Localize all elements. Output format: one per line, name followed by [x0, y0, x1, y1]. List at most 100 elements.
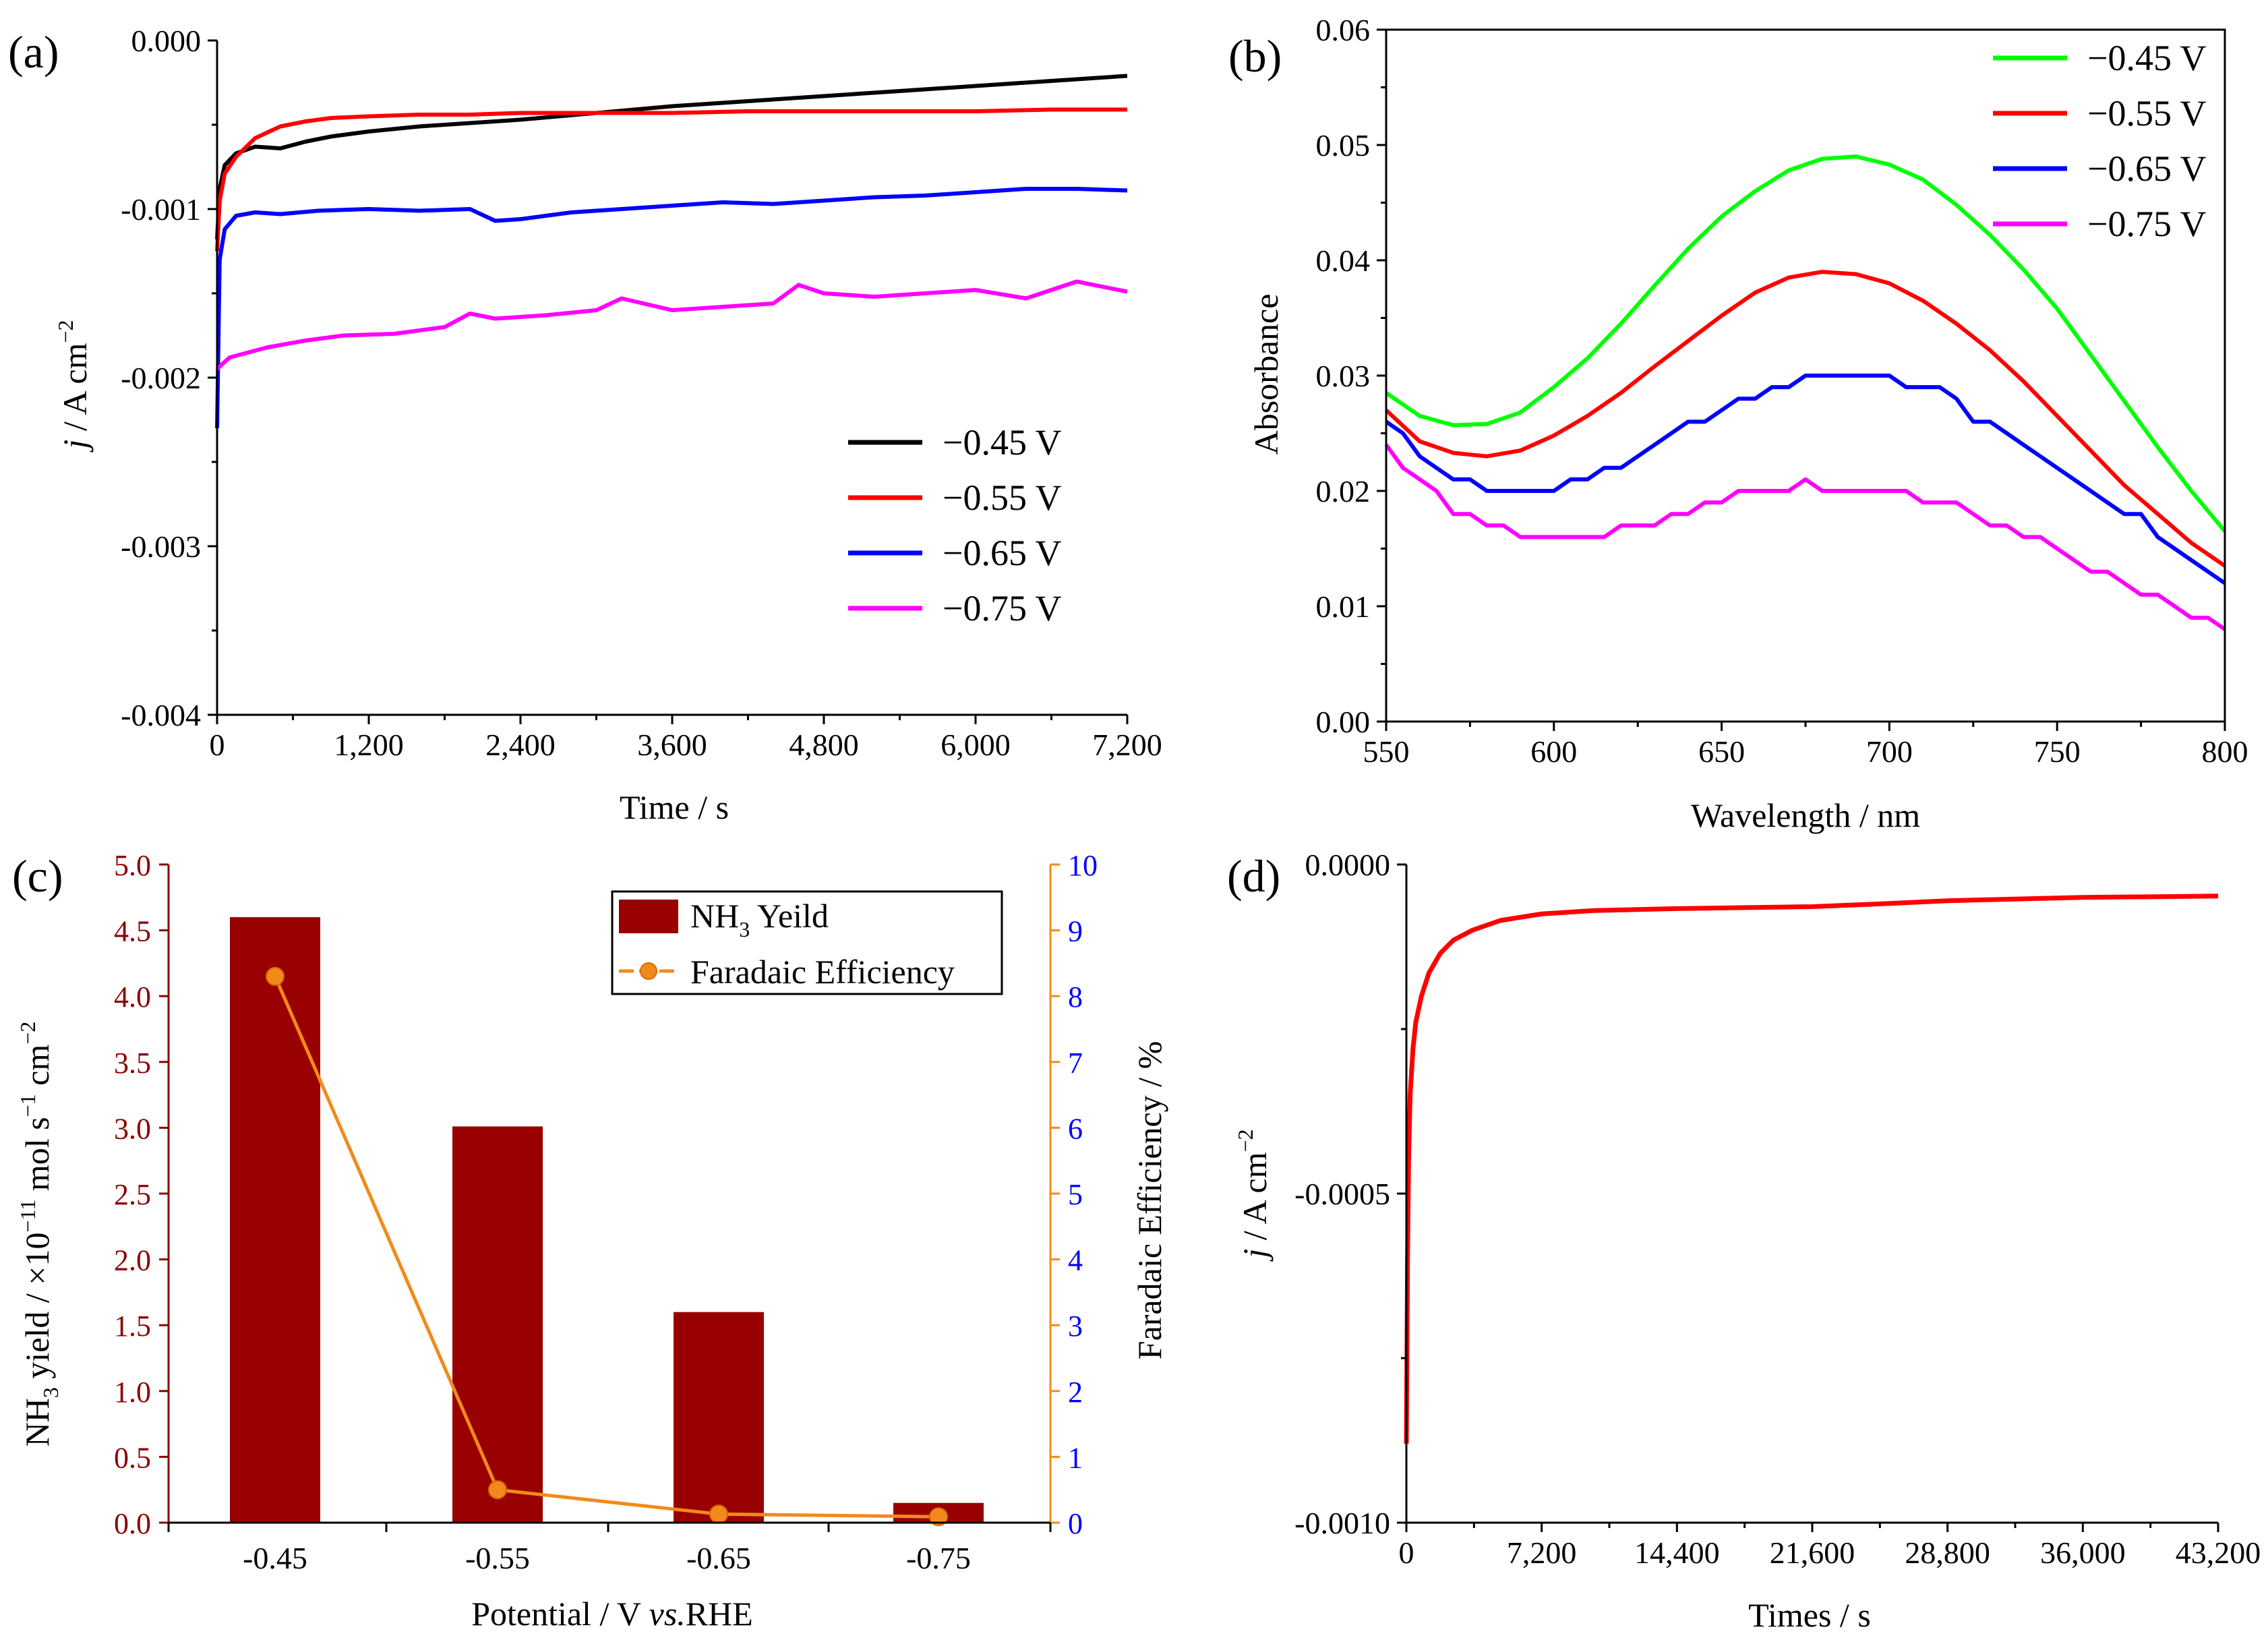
panel-c-right-tick-label: 2 — [1068, 1376, 1083, 1409]
panel-a-x-tick-label: 0 — [210, 728, 225, 762]
panel-d-series-line-current-density — [1404, 894, 2219, 1444]
panel-a: (a) 0 1,200 2,400 3,600 4,800 6,000 7,200 0.000… — [8, 24, 1162, 826]
panel-a-x-tick-label: 2,400 — [485, 728, 556, 762]
legend-marker-faradaic-efficiency — [640, 962, 657, 980]
panel-a-plot-area — [215, 74, 1128, 429]
panel-a-legend: −0.45 V −0.55 V −0.65 V −0.75 V — [848, 422, 1061, 628]
panel-a-label: (a) — [8, 26, 59, 78]
panel-a-legend-label-0-55-v: −0.55 V — [943, 477, 1061, 518]
panel-d-x-tick-label: 28,800 — [1905, 1535, 1990, 1570]
panel-c-right-tick-label: 1 — [1068, 1441, 1083, 1474]
panel-d-x-tick-label: 21,600 — [1770, 1535, 1855, 1570]
panel-d-y-axis-title: j / A cm−2 — [1233, 1129, 1274, 1262]
panel-c-right-tick-label: 7 — [1068, 1047, 1083, 1080]
legend-label-nh3-yield: NH3 Yeild — [690, 897, 829, 941]
panel-c-left-tick-label: 0.0 — [114, 1507, 151, 1540]
panel-a-x-tick-label: 1,200 — [334, 728, 404, 762]
panel-b-series-line-0-55-v — [1384, 270, 2226, 568]
panel-c: (c) 0.0 0.5 1.0 1.5 2.0 2.5 3.0 3.5 4.0 4.5 5.0 0 1 2… — [12, 849, 1168, 1633]
panel-b-x-tick-label: 800 — [2202, 734, 2248, 769]
panel-c-left-tick-label: 2.5 — [114, 1178, 151, 1211]
panel-c-right-tick-label: 3 — [1068, 1310, 1083, 1343]
panel-a-y-tick-label: -0.002 — [121, 361, 201, 395]
panel-d-x-axis-title: Times / s — [1748, 1596, 1871, 1634]
panel-b-axes: 550 600 650 700 750 800 0.00 0.01 0.02 0.03 0.04 0.… — [1316, 13, 2248, 769]
panel-b-y-tick-label: 0.04 — [1316, 243, 1371, 278]
panel-c-x-tick-label: -0.55 — [465, 1541, 530, 1575]
panel-a-x-tick-label: 3,600 — [637, 728, 707, 762]
panel-b-legend-label-0-65-v: −0.65 V — [2087, 148, 2206, 189]
panel-b-y-tick-label: 0.03 — [1316, 359, 1371, 393]
panel-b-legend: −0.45 V −0.55 V −0.65 V −0.75 V — [1993, 38, 2206, 244]
panel-c-left-tick-label: 2.0 — [114, 1244, 151, 1277]
panel-d-x-tick-label: 43,200 — [2176, 1535, 2261, 1570]
panel-a-series-line-0-45-v — [215, 74, 1128, 240]
panel-b-y-tick-label: 0.02 — [1316, 474, 1371, 508]
panel-a-x-tick-label: 6,000 — [941, 728, 1011, 762]
panel-c-right-tick-label: 10 — [1068, 849, 1098, 882]
panel-c-left-y-axis-title: NH3 yield / ×10−11 mol s−1 cm−2 — [16, 1022, 63, 1447]
panel-c-left-tick-label: 3.5 — [114, 1047, 151, 1080]
panel-b-legend-label-0-55-v: −0.55 V — [2087, 93, 2206, 134]
faradaic-efficiency-point-0-55 — [488, 1480, 507, 1500]
panel-b-series-line-0-45-v — [1385, 154, 2227, 533]
panel-d-label: (d) — [1227, 850, 1280, 902]
panel-a-legend-label-0-65-v: −0.65 V — [943, 533, 1061, 573]
panel-c-axes: 0.0 0.5 1.0 1.5 2.0 2.5 3.0 3.5 4.0 4.5 5.0 0 1 2 3 4 5 6… — [114, 849, 1098, 1575]
faradaic-efficiency-point-0-45 — [266, 966, 285, 986]
panel-b-legend-label-0-75-v: −0.75 V — [2087, 204, 2206, 244]
panel-c-left-tick-label: 3.0 — [114, 1112, 151, 1145]
panel-d-axes: 0 7,200 14,400 21,600 28,800 36,000 43,200 0.00… — [1294, 848, 2261, 1570]
panel-d-x-tick-label: 0 — [1399, 1535, 1414, 1570]
panel-b-y-tick-label: 0.05 — [1316, 128, 1371, 163]
legend-swatch-nh3-yield — [619, 900, 678, 933]
panel-c-legend: NH3 Yeild Faradaic Efficiency — [611, 890, 1003, 995]
panel-d-plot-area — [1404, 894, 2219, 1444]
panel-a-y-tick-label: -0.001 — [121, 192, 201, 227]
panel-c-left-tick-label: 4.0 — [114, 980, 151, 1014]
panel-c-x-tick-label: -0.65 — [686, 1541, 751, 1575]
panel-a-series-line-0-65-v — [215, 187, 1128, 429]
bar-0-65 — [674, 1312, 764, 1523]
panel-c-label: (c) — [12, 850, 63, 902]
panel-a-x-tick-label: 7,200 — [1092, 728, 1162, 762]
panel-c-right-tick-label: 5 — [1068, 1178, 1083, 1211]
panel-c-x-tick-label: -0.45 — [243, 1541, 307, 1575]
panel-b-x-tick-label: 750 — [2034, 734, 2081, 769]
panel-b-y-tick-label: 0.06 — [1316, 13, 1371, 47]
panel-d-x-tick-label: 7,200 — [1507, 1535, 1577, 1570]
panel-c-left-tick-label: 5.0 — [114, 849, 151, 882]
panel-d-x-tick-label: 36,000 — [2040, 1535, 2126, 1570]
panel-a-y-tick-label: 0.000 — [131, 24, 202, 58]
panel-c-right-tick-label: 4 — [1068, 1244, 1083, 1277]
legend-label-faradaic-efficiency: Faradaic Efficiency — [690, 953, 955, 991]
panel-b-y-tick-label: 0.01 — [1316, 589, 1371, 624]
panel-c-x-axis-title: Potential / V vs.RHE — [471, 1595, 753, 1633]
panel-b-series-line-0-75-v — [1384, 443, 2226, 631]
panel-d-y-tick-label: -0.0005 — [1294, 1177, 1390, 1211]
panel-a-y-tick-label: -0.003 — [121, 529, 201, 564]
panel-c-right-y-axis-title: Faradaic Efficiency / % — [1131, 1041, 1168, 1359]
panel-d: (d) 0 7,200 14,400 21,600 28,800 36,000 43,200… — [1227, 848, 2261, 1634]
panel-a-x-tick-label: 4,800 — [789, 728, 859, 762]
bar-0-45 — [230, 917, 320, 1523]
panel-c-right-tick-label: 8 — [1068, 980, 1083, 1014]
panel-b: (b) 550 600 650 700 750 800 0.00 0.01 0.02 0.03 0.… — [1228, 13, 2248, 834]
faradaic-efficiency-point-0-65 — [709, 1504, 728, 1524]
panel-b-y-tick-label: 0.00 — [1316, 705, 1371, 739]
panel-b-plot-area — [1384, 154, 2227, 631]
panel-b-x-tick-label: 600 — [1530, 734, 1577, 769]
faradaic-efficiency-line — [273, 975, 939, 1519]
panel-c-plot-area — [230, 917, 984, 1527]
panel-b-label: (b) — [1228, 30, 1282, 82]
panel-b-y-axis-title: Absorbance — [1247, 294, 1285, 455]
panel-b-series-line-0-65-v — [1385, 374, 2226, 585]
panel-a-legend-label-0-45-v: −0.45 V — [943, 422, 1061, 463]
panel-c-right-tick-label: 9 — [1068, 915, 1083, 948]
panel-a-y-tick-label: -0.004 — [121, 698, 201, 732]
panel-c-left-tick-label: 1.0 — [114, 1376, 151, 1409]
faradaic-efficiency-point-0-75 — [929, 1507, 948, 1527]
panel-a-y-axis-title: j / A cm−2 — [53, 320, 94, 452]
panel-a-axes: 0 1,200 2,400 3,600 4,800 6,000 7,200 0.000 -0.0… — [121, 24, 1162, 762]
